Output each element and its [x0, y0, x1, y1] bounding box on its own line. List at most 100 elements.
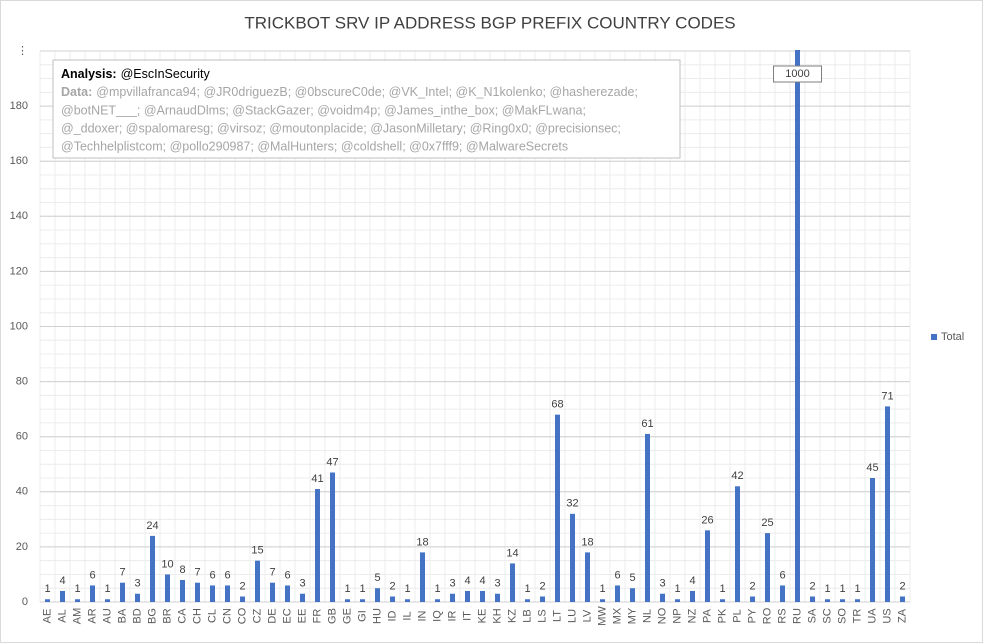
bar [135, 593, 140, 602]
data-label: 4 [689, 575, 695, 587]
bar [210, 585, 215, 602]
bar [105, 599, 110, 602]
data-label: 47 [326, 456, 338, 468]
x-tick-label: KZ [506, 609, 518, 623]
annotation-line: @botNET___; @ArnaudDlms; @StackGazer; @v… [61, 103, 586, 117]
x-tick-label: IQ [431, 610, 443, 622]
bar [615, 585, 620, 602]
x-tick-label: GI [356, 610, 368, 622]
bar [435, 599, 440, 602]
annotation-box [52, 59, 681, 159]
x-tick-label: LV [581, 609, 593, 622]
bar [840, 599, 845, 602]
data-label: 2 [899, 580, 905, 592]
bar [240, 596, 245, 602]
x-tick-label: SC [821, 608, 833, 623]
y-tick-label: 160 [10, 155, 28, 167]
data-label: 6 [89, 569, 95, 581]
bar [480, 590, 485, 602]
x-tick-label: IL [401, 611, 413, 620]
x-tick-label: AU [101, 608, 113, 623]
x-tick-label: IR [446, 610, 458, 621]
data-label: 6 [224, 569, 230, 581]
x-tick-label: CN [221, 608, 233, 624]
data-label: 7 [119, 567, 125, 579]
bar [75, 599, 80, 602]
data-label: 1 [344, 583, 350, 595]
bar [855, 599, 860, 602]
y-tick-label: 40 [16, 486, 28, 498]
data-label: 1000 [785, 68, 809, 80]
x-tick-label: KE [476, 609, 488, 624]
data-label: 3 [449, 578, 455, 590]
x-tick-label: MW [596, 606, 608, 626]
x-tick-label: BG [146, 608, 158, 624]
x-tick-label: TR [851, 609, 863, 624]
x-tick-label: AR [86, 608, 98, 623]
data-label: 10 [161, 558, 173, 570]
bar [705, 530, 710, 602]
bar [345, 599, 350, 602]
y-tick-label: 20 [16, 541, 28, 553]
x-tick-label: LS [536, 609, 548, 622]
bar [45, 599, 50, 602]
bar [885, 406, 890, 602]
x-tick-label: AE [41, 609, 53, 624]
data-label: 4 [479, 575, 485, 587]
data-label: 6 [614, 569, 620, 581]
data-label: 1 [839, 583, 845, 595]
data-label: 42 [731, 470, 743, 482]
data-label: 32 [566, 498, 578, 510]
bar [660, 593, 665, 602]
bar [525, 599, 530, 602]
bar [165, 574, 170, 602]
bar [555, 414, 560, 602]
bar [765, 533, 770, 602]
x-tick-label: US [881, 608, 893, 623]
bar [360, 599, 365, 602]
bar [795, 50, 800, 602]
x-tick-label: PY [746, 608, 758, 623]
data-label: 8 [179, 564, 185, 576]
bar [285, 585, 290, 602]
data-label: 15 [251, 545, 263, 557]
bar [870, 478, 875, 602]
x-tick-label: SA [806, 608, 818, 623]
bar [270, 582, 275, 602]
x-tick-label: UA [866, 608, 878, 624]
data-label: 25 [761, 517, 773, 529]
x-tick-label: BA [116, 608, 128, 623]
data-line-text: @mpvillafranca94; @JR0driguezB; @0bscure… [96, 85, 638, 99]
x-tick-label: LB [521, 609, 533, 622]
data-label: 1 [524, 583, 530, 595]
bar [495, 593, 500, 602]
x-tick-label: AM [71, 608, 83, 625]
x-tick-label: PK [716, 608, 728, 623]
y-tick-label: 120 [10, 265, 28, 277]
bar [630, 588, 635, 602]
annotation-data: Data: @mpvillafranca94; @JR0driguezB; @0b… [61, 85, 638, 153]
bar [315, 489, 320, 602]
bar [90, 585, 95, 602]
x-tick-label: BD [131, 608, 143, 623]
data-label: 1 [674, 583, 680, 595]
bar [120, 582, 125, 602]
x-tick-label: NP [671, 608, 683, 623]
data-label: 6 [209, 569, 215, 581]
x-tick-label: CO [236, 607, 248, 624]
data-label: 18 [416, 536, 428, 548]
bar [600, 599, 605, 602]
bar [375, 588, 380, 602]
data-label: 2 [389, 580, 395, 592]
x-tick-label: CH [191, 608, 203, 624]
data-label: 4 [464, 575, 470, 587]
x-tick-label: PL [731, 609, 743, 622]
x-tick-label: ZA [896, 608, 908, 623]
x-tick-label: LT [551, 610, 563, 622]
x-tick-label: FR [311, 609, 323, 624]
annotation-line: @Techhelplistcom; @pollo290987; @MalHunt… [61, 139, 568, 153]
bar [180, 579, 185, 602]
data-label: 7 [194, 567, 200, 579]
bars [45, 50, 905, 602]
bar [510, 563, 515, 602]
